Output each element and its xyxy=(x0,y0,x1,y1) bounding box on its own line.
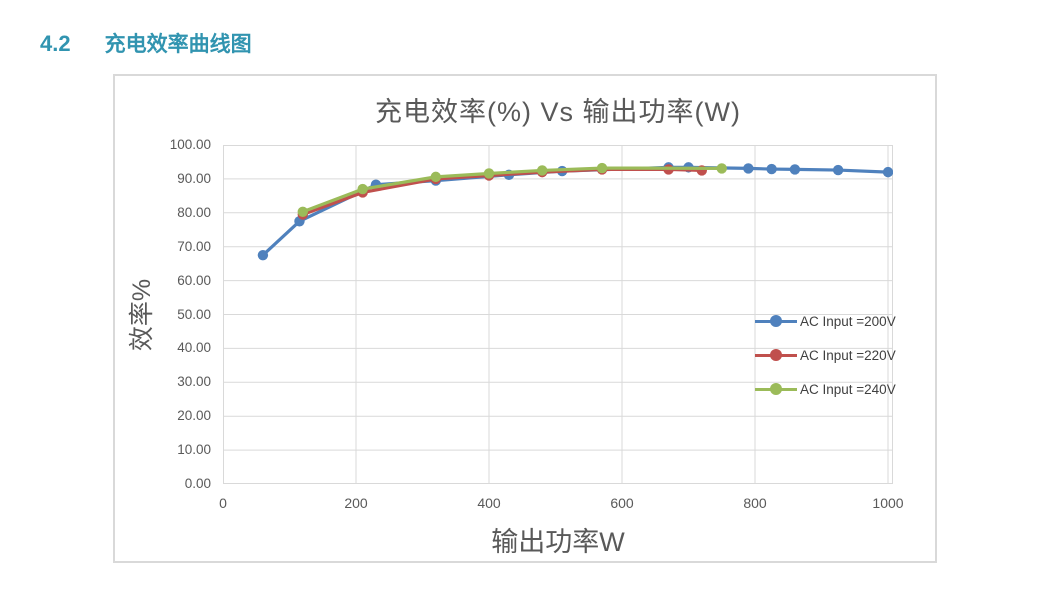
plot-area xyxy=(223,145,893,484)
y-tick-label: 20.00 xyxy=(177,408,211,424)
data-marker-2 xyxy=(357,183,368,195)
data-marker-0 xyxy=(882,166,893,178)
legend-label: AC Input =220V xyxy=(800,347,896,363)
data-marker-2 xyxy=(716,163,727,174)
x-tick-label: 800 xyxy=(743,495,767,511)
y-tick-label: 70.00 xyxy=(177,238,211,254)
data-marker-0 xyxy=(832,164,844,176)
x-axis-title: 输出功率W xyxy=(491,527,625,557)
legend: AC Input =200V AC Input =220V AC Input =24… xyxy=(755,304,896,406)
chart-title: 充电效率(%) Vs 输出功率(W) xyxy=(375,97,741,127)
y-tick-label: 10.00 xyxy=(177,442,211,458)
y-tick-label: 60.00 xyxy=(177,272,211,288)
legend-label: AC Input =200V xyxy=(800,313,896,329)
x-tick-label: 0 xyxy=(219,495,227,511)
y-tick-label: 50.00 xyxy=(177,306,211,322)
data-marker-2 xyxy=(537,165,548,176)
data-marker-2 xyxy=(483,168,495,179)
legend-label: AC Input =240V xyxy=(800,381,896,397)
y-tick-label: 30.00 xyxy=(177,374,211,390)
legend-marker-icon xyxy=(755,349,797,361)
data-marker-0 xyxy=(257,249,269,261)
section-heading: 4.2 充电效率曲线图 xyxy=(40,28,252,58)
legend-item-ac-input-220v: AC Input =220V xyxy=(755,338,896,372)
x-tick-label: 600 xyxy=(610,495,634,511)
x-tick-label: 1000 xyxy=(872,495,904,511)
data-marker-2 xyxy=(596,162,608,174)
data-marker-0 xyxy=(789,164,801,175)
legend-marker-icon xyxy=(755,315,797,327)
x-tick-label: 200 xyxy=(344,495,368,511)
section-title: 充电效率曲线图 xyxy=(104,33,252,56)
legend-item-ac-input-240v: AC Input =240V xyxy=(755,372,896,406)
y-tick-label: 80.00 xyxy=(177,204,211,220)
chart-container: 充电效率(%) Vs 输出功率(W) 效率% 100.00 90.00 80.00 7… xyxy=(113,74,937,563)
series-line-0 xyxy=(261,165,890,257)
y-tick-label: 100.00 xyxy=(169,137,211,152)
data-marker-0 xyxy=(743,163,754,174)
data-marker-2 xyxy=(297,206,308,217)
legend-item-ac-input-200v: AC Input =200V xyxy=(755,304,896,338)
legend-marker-icon xyxy=(755,383,797,395)
y-tick-label: 0.00 xyxy=(184,476,211,491)
y-tick-label: 90.00 xyxy=(177,170,211,186)
section-number: 4.2 xyxy=(40,31,71,56)
data-marker-2 xyxy=(430,171,441,183)
data-marker-0 xyxy=(766,163,777,175)
y-tick-label: 40.00 xyxy=(177,340,211,356)
x-tick-label: 400 xyxy=(477,495,501,511)
